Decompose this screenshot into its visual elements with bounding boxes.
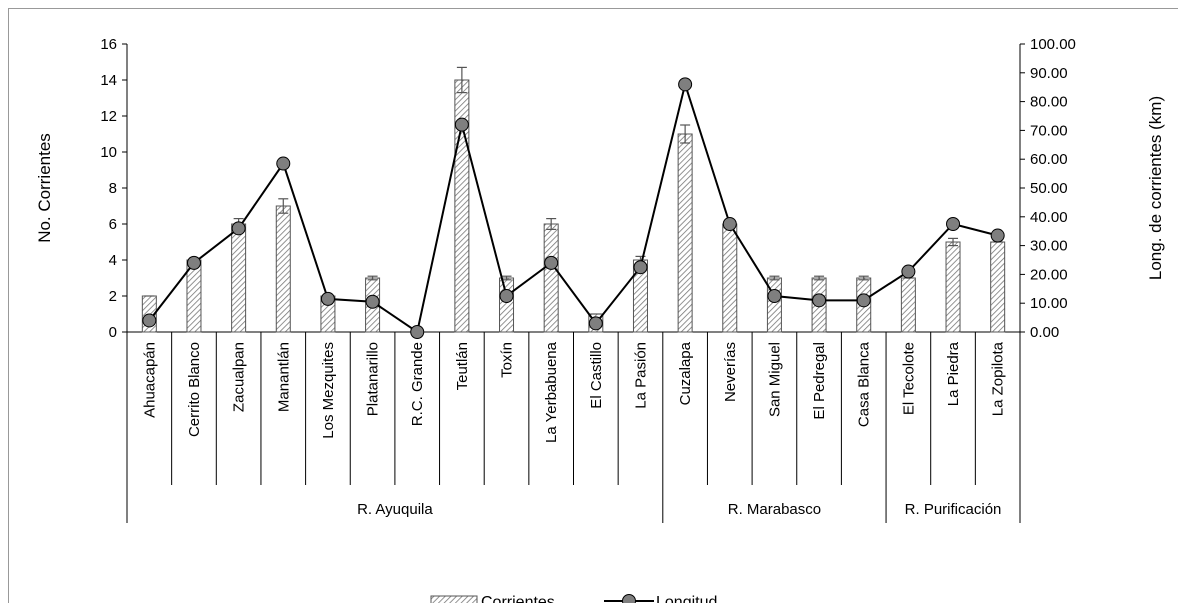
bar-corrientes: [500, 278, 514, 332]
right-tick-label: 60.00: [1030, 151, 1068, 168]
category-label: Cuzalapa: [677, 341, 694, 405]
point-longitud: [143, 314, 156, 327]
left-tick-label: 6: [109, 216, 117, 233]
point-longitud: [277, 157, 290, 170]
left-tick-label: 12: [100, 108, 117, 125]
right-tick-label: 0.00: [1030, 324, 1059, 341]
point-longitud: [589, 317, 602, 330]
right-tick-label: 20.00: [1030, 266, 1068, 283]
legend-label-longitud: Longitud: [656, 594, 717, 603]
point-longitud: [857, 294, 870, 307]
point-longitud: [947, 218, 960, 231]
category-label: La Zopilota: [990, 341, 1007, 416]
bar-corrientes: [901, 278, 915, 332]
point-longitud: [768, 290, 781, 303]
left-tick-label: 4: [109, 252, 117, 269]
point-longitud: [321, 292, 334, 305]
y-axis-title: No. Corrientes: [35, 133, 54, 243]
y2-axis-title: Long. de corrientes (km): [1146, 96, 1165, 280]
group-label: R. Ayuquila: [357, 501, 433, 518]
point-longitud: [991, 229, 1004, 242]
right-tick-label: 90.00: [1030, 65, 1068, 82]
right-tick-label: 40.00: [1030, 209, 1068, 226]
group-label: R. Purificación: [905, 501, 1002, 518]
point-longitud: [500, 290, 513, 303]
category-label: San Miguel: [766, 342, 783, 417]
point-longitud: [366, 295, 379, 308]
category-label: Platanarillo: [365, 342, 382, 416]
legend-swatch-corrientes: [431, 596, 477, 603]
category-label: Cerrito Blanco: [186, 342, 203, 437]
right-tick-label: 30.00: [1030, 238, 1068, 255]
point-longitud: [232, 222, 245, 235]
category-label: R.C. Grande: [409, 342, 426, 426]
right-tick-label: 100.00: [1030, 36, 1076, 53]
left-tick-label: 8: [109, 180, 117, 197]
legend-marker-longitud: [623, 595, 636, 604]
left-tick-label: 14: [100, 72, 117, 89]
bar-corrientes: [678, 134, 692, 332]
point-longitud: [902, 265, 915, 278]
bar-corrientes: [991, 242, 1005, 332]
category-label: Zacualpan: [231, 342, 248, 412]
bar-corrientes: [767, 278, 781, 332]
category-label: El Tecolote: [900, 342, 917, 415]
category-label: Neverías: [722, 342, 739, 402]
left-tick-label: 2: [109, 288, 117, 305]
bar-corrientes: [276, 206, 290, 332]
category-label: El Castillo: [588, 342, 605, 409]
point-longitud: [187, 256, 200, 269]
right-tick-label: 80.00: [1030, 94, 1068, 111]
category-label: Casa Blanca: [856, 341, 873, 427]
point-longitud: [455, 118, 468, 131]
category-label: Teutlán: [454, 342, 471, 390]
point-longitud: [634, 261, 647, 274]
right-tick-label: 10.00: [1030, 295, 1068, 312]
category-label: Manantlán: [275, 342, 292, 412]
category-label: El Pedregal: [811, 342, 828, 420]
bar-corrientes: [232, 224, 246, 332]
left-tick-label: 16: [100, 36, 117, 53]
right-tick-label: 50.00: [1030, 180, 1068, 197]
category-label: La Pasión: [632, 342, 649, 409]
point-longitud: [411, 326, 424, 339]
category-label: La Piedra: [945, 341, 962, 406]
left-tick-label: 10: [100, 144, 117, 161]
point-longitud: [813, 294, 826, 307]
point-longitud: [679, 78, 692, 91]
left-tick-label: 0: [109, 324, 117, 341]
category-label: Los Mezquites: [320, 342, 337, 439]
bar-corrientes: [544, 224, 558, 332]
bar-corrientes: [723, 224, 737, 332]
point-longitud: [723, 218, 736, 231]
bar-corrientes: [946, 242, 960, 332]
category-label: Ahuacapán: [141, 342, 158, 418]
point-longitud: [545, 256, 558, 269]
right-tick-label: 70.00: [1030, 122, 1068, 139]
category-label: La Yerbabuena: [543, 341, 560, 443]
category-label: Toxín: [499, 342, 516, 378]
group-label: R. Marabasco: [728, 501, 821, 518]
legend-label-corrientes: Corrientes: [481, 594, 555, 603]
